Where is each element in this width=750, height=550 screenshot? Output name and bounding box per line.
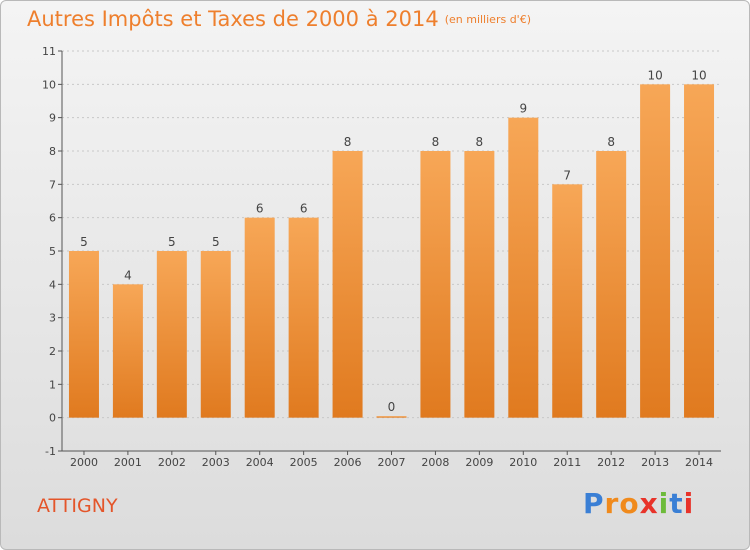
x-tick-label: 2007	[378, 456, 406, 469]
bar	[332, 151, 363, 418]
data-label: 0	[388, 400, 396, 414]
y-tick-label: -1	[45, 445, 56, 458]
data-labels: 5 4 5 5 6 6 8 0 8 8 9 7 8 10 10	[80, 68, 707, 414]
x-tick-label: 2000	[70, 456, 98, 469]
data-label: 8	[476, 135, 484, 149]
bar	[112, 284, 143, 418]
logo-letter: t	[669, 487, 684, 520]
bar	[420, 151, 451, 418]
y-tick-label: 11	[42, 45, 56, 58]
title-text: Autres Impôts et Taxes de 2000 à 2014	[27, 7, 439, 31]
logo-letter: r	[604, 487, 620, 520]
bar	[596, 151, 627, 418]
bar	[684, 84, 715, 418]
y-tick-label: 5	[49, 245, 56, 258]
bars	[68, 84, 715, 418]
bar	[244, 217, 275, 418]
data-label: 10	[647, 68, 662, 82]
logo-letter: i	[683, 487, 695, 520]
y-tick-label: 3	[49, 312, 56, 325]
x-tick-label: 2008	[421, 456, 449, 469]
y-tick-label: 2	[49, 345, 56, 358]
data-label: 10	[691, 68, 706, 82]
y-tick-label: 6	[49, 212, 56, 225]
x-tick-label: 2001	[114, 456, 142, 469]
logo-letter: P	[583, 487, 605, 520]
data-label: 5	[212, 235, 220, 249]
bar	[376, 416, 407, 418]
axes	[58, 50, 721, 455]
bar	[640, 84, 671, 418]
data-label: 6	[256, 202, 264, 216]
data-label: 8	[432, 135, 440, 149]
bar	[464, 151, 495, 418]
bar	[288, 217, 319, 418]
bar	[552, 184, 583, 418]
y-tick-label: 4	[49, 278, 56, 291]
x-tick-label: 2002	[158, 456, 186, 469]
data-label: 8	[607, 135, 615, 149]
logo-letter: i	[658, 487, 670, 520]
x-tick-label: 2005	[290, 456, 318, 469]
y-tick-label: 1	[49, 378, 56, 391]
commune-name: ATTIGNY	[37, 495, 118, 517]
x-tick-label: 2014	[685, 456, 713, 469]
x-tick-label: 2006	[334, 456, 362, 469]
bar	[68, 251, 99, 418]
bar	[200, 251, 231, 418]
proxiti-logo: Proxiti	[583, 487, 694, 520]
x-tick-label: 2011	[553, 456, 581, 469]
data-label: 5	[80, 235, 88, 249]
bar	[156, 251, 187, 418]
x-tick-label: 2003	[202, 456, 230, 469]
data-label: 4	[124, 268, 132, 282]
data-label: 9	[519, 102, 527, 116]
y-tick-label: 7	[49, 178, 56, 191]
data-label: 5	[168, 235, 176, 249]
x-tick-label: 2010	[509, 456, 537, 469]
data-label: 6	[300, 202, 308, 216]
y-tick-label: 8	[49, 145, 56, 158]
x-tick-labels: 2000 2001 2002 2003 2004 2005 2006 2007 2008 2009…	[70, 456, 713, 469]
x-tick-label: 2012	[597, 456, 625, 469]
y-tick-label: 10	[42, 78, 56, 91]
x-tick-label: 2004	[246, 456, 274, 469]
y-tick-label: 9	[49, 112, 56, 125]
chart-title: Autres Impôts et Taxes de 2000 à 2014 (en…	[27, 7, 531, 31]
x-tick-label: 2013	[641, 456, 669, 469]
logo-letter: o	[619, 487, 640, 520]
x-tick-label: 2009	[465, 456, 493, 469]
chart-subtitle: (en milliers d'€)	[444, 13, 531, 26]
y-tick-labels: -1 0 1 2 3 4 5 6 7 8 9 10 11	[42, 45, 56, 458]
logo-letter: x	[639, 487, 659, 520]
bar	[508, 117, 539, 418]
data-label: 8	[344, 135, 352, 149]
y-tick-label: 0	[49, 412, 56, 425]
data-label: 7	[563, 168, 571, 182]
